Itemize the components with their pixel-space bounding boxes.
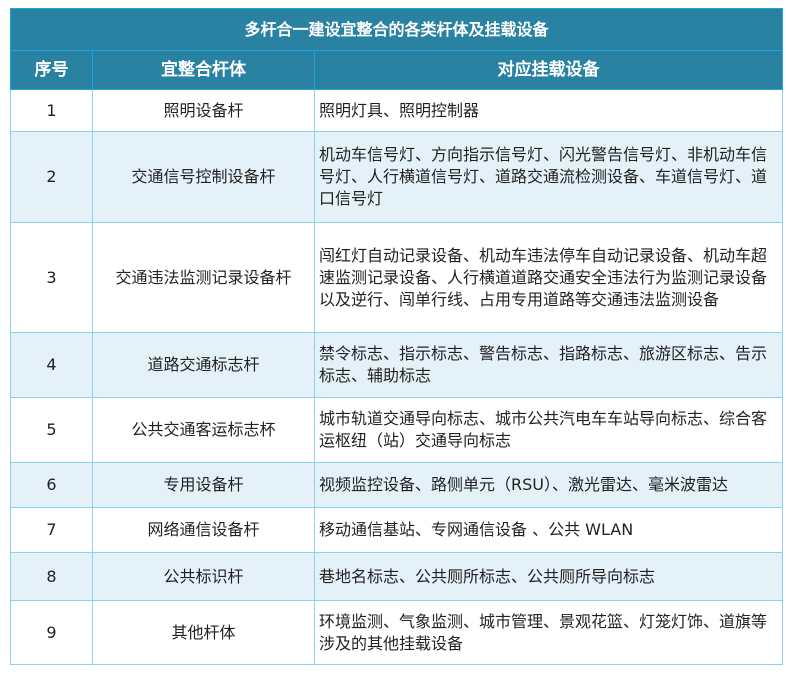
table-row: 5 公共交通客运标志杯 城市轨道交通导向标志、城市公共汽电车车站导向标志、综合客运枢… (10, 397, 784, 463)
row-number: 8 (10, 552, 93, 601)
row-number: 4 (10, 332, 93, 398)
row-devices: 视频监控设备、路侧单元（RSU）、激光雷达、毫米波雷达 (313, 462, 784, 508)
row-pole: 网络通信设备杆 (92, 507, 315, 553)
header-pole: 宜整合杆体 (92, 50, 315, 90)
table-row: 9 其他杆体 环境监测、气象监测、城市管理、景观花篮、灯笼灯饰、道旗等涉及的其他挂载… (10, 600, 784, 665)
header-no: 序号 (10, 50, 93, 90)
table-row: 3 交通违法监测记录设备杆 闯红灯自动记录设备、机动车违法停车自动记录设备、机动车超… (10, 222, 784, 333)
row-pole: 公共标识杆 (92, 552, 315, 601)
header-devices: 对应挂载设备 (313, 50, 784, 90)
row-devices: 城市轨道交通导向标志、城市公共汽电车车站导向标志、综合客运枢纽（站）交通导向标志 (313, 397, 784, 463)
table-row: 2 交通信号控制设备杆 机动车信号灯、方向指示信号灯、闪光警告信号灯、非机动车信号灯… (10, 131, 784, 223)
table-row: 4 道路交通标志杆 禁令标志、指示标志、警告标志、指路标志、旅游区标志、告示标志、辅… (10, 332, 784, 398)
row-pole: 道路交通标志杆 (92, 332, 315, 398)
row-devices: 照明灯具、照明控制器 (313, 89, 784, 132)
table-row: 6 专用设备杆 视频监控设备、路侧单元（RSU）、激光雷达、毫米波雷达 (10, 462, 784, 508)
row-devices: 闯红灯自动记录设备、机动车违法停车自动记录设备、机动车超速监测记录设备、人行横道… (313, 222, 784, 333)
row-number: 3 (10, 222, 93, 333)
table-row: 8 公共标识杆 巷地名标志、公共厕所标志、公共厕所导向标志 (10, 552, 784, 601)
pole-equipment-table: 多杆合一建设宜整合的各类杆体及挂载设备 序号 宜整合杆体 对应挂载设备 1 照明设… (9, 8, 784, 665)
table-row: 7 网络通信设备杆 移动通信基站、专网通信设备 、公共 WLAN (10, 507, 784, 553)
row-pole: 交通信号控制设备杆 (92, 131, 315, 223)
row-number: 1 (10, 89, 93, 132)
row-number: 9 (10, 600, 93, 665)
row-devices: 机动车信号灯、方向指示信号灯、闪光警告信号灯、非机动车信号灯、人行横道信号灯、道… (313, 131, 784, 223)
row-number: 6 (10, 462, 93, 508)
row-number: 2 (10, 131, 93, 223)
row-number: 7 (10, 507, 93, 553)
row-pole: 专用设备杆 (92, 462, 315, 508)
row-pole: 其他杆体 (92, 600, 315, 665)
row-devices: 环境监测、气象监测、城市管理、景观花篮、灯笼灯饰、道旗等涉及的其他挂载设备 (313, 600, 784, 665)
table-row: 1 照明设备杆 照明灯具、照明控制器 (10, 89, 784, 132)
row-pole: 照明设备杆 (92, 89, 315, 132)
row-devices: 巷地名标志、公共厕所标志、公共厕所导向标志 (313, 552, 784, 601)
row-pole: 交通违法监测记录设备杆 (92, 222, 315, 333)
row-devices: 移动通信基站、专网通信设备 、公共 WLAN (313, 507, 784, 553)
row-devices: 禁令标志、指示标志、警告标志、指路标志、旅游区标志、告示标志、辅助标志 (313, 332, 784, 398)
row-number: 5 (10, 397, 93, 463)
table-title: 多杆合一建设宜整合的各类杆体及挂载设备 (9, 8, 784, 51)
row-pole: 公共交通客运标志杯 (92, 397, 315, 463)
